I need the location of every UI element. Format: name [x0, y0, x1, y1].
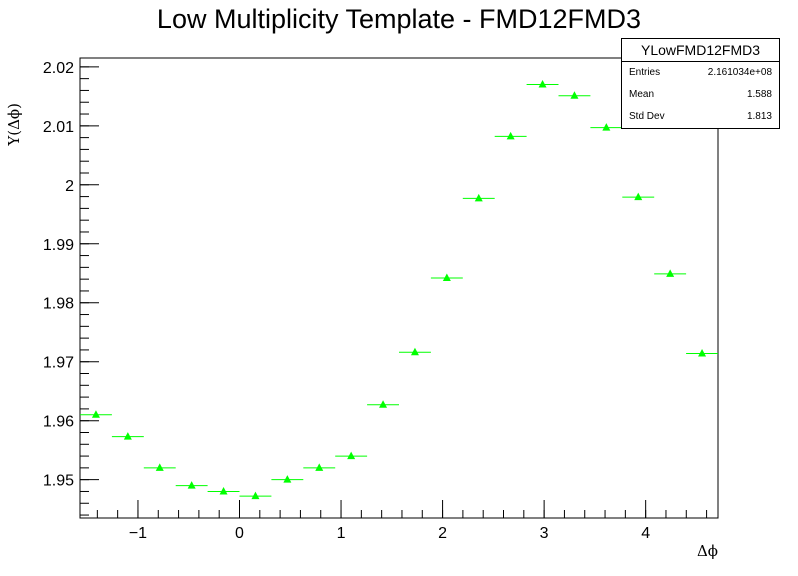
triangle-marker: [474, 193, 483, 202]
x-tick-label: 1: [337, 525, 346, 542]
triangle-marker: [251, 491, 260, 500]
triangle-marker: [506, 131, 515, 140]
stats-entries-label: Entries: [629, 67, 661, 78]
triangle-marker: [410, 347, 419, 356]
data-point: [494, 131, 527, 140]
triangle-marker: [538, 80, 547, 88]
x-tick-label: 3: [540, 525, 549, 542]
data-point: [430, 273, 463, 281]
stats-stddev-label: Std Dev: [629, 111, 665, 122]
y-tick-label: 1.99: [43, 237, 74, 254]
stats-box-title: YLowFMD12FMD3: [622, 39, 779, 62]
x-axis-label: Δϕ: [697, 542, 718, 560]
data-point: [175, 481, 208, 489]
x-tick-label: 0: [235, 525, 244, 542]
plot-frame: [79, 57, 719, 519]
y-tick-label: 1.95: [43, 473, 74, 490]
data-point: [462, 193, 495, 202]
data-point: [399, 347, 431, 356]
stats-row-entries: Entries 2.161034e+08: [622, 62, 779, 84]
triangle-marker: [570, 91, 579, 99]
stats-mean-value: 1.588: [746, 89, 772, 100]
triangle-marker: [283, 475, 292, 483]
y-tick-label: 1.97: [43, 355, 74, 372]
triangle-marker: [634, 192, 643, 201]
triangle-marker: [602, 123, 611, 131]
triangle-marker: [442, 273, 451, 281]
triangle-marker: [347, 451, 356, 460]
triangle-marker: [187, 481, 196, 489]
data-point: [686, 348, 718, 357]
data-point: [111, 432, 144, 440]
data-point: [303, 463, 336, 471]
data-point: [367, 400, 399, 408]
y-tick-label: 2.01: [43, 119, 74, 136]
triangle-marker: [315, 463, 324, 471]
y-tick-label: 1.98: [43, 296, 74, 313]
data-point: [622, 192, 655, 201]
y-axis-label: Y(Δϕ): [5, 103, 23, 147]
x-tick-label: 4: [641, 525, 650, 542]
data-point: [271, 475, 304, 483]
triangle-marker: [219, 486, 228, 495]
chart-title: Low Multiplicity Template - FMD12FMD3: [156, 4, 642, 34]
x-tick-label: 2: [438, 525, 447, 542]
data-point: [558, 91, 591, 99]
data-point: [143, 463, 176, 471]
triangle-marker: [379, 400, 388, 408]
y-tick-label: 2: [65, 178, 74, 195]
stats-mean-label: Mean: [629, 89, 655, 100]
y-tick-label: 1.96: [43, 414, 74, 431]
triangle-marker: [123, 432, 132, 440]
y-tick-label: 2.02: [43, 60, 74, 77]
stats-row-mean: Mean 1.588: [622, 84, 779, 106]
stats-box: YLowFMD12FMD3 Entries 2.161034e+08 Mean …: [621, 38, 780, 129]
data-point: [80, 410, 112, 418]
data-point: [207, 486, 240, 495]
data-point: [654, 269, 687, 277]
x-tick-label: −1: [129, 525, 147, 542]
data-point: [526, 80, 559, 88]
stats-row-stddev: Std Dev 1.813: [622, 106, 779, 128]
data-point: [335, 451, 368, 460]
stats-stddev-value: 1.813: [746, 111, 772, 122]
data-point: [239, 491, 272, 500]
triangle-marker: [155, 463, 164, 471]
stats-entries-value: 2.161034e+08: [707, 67, 772, 78]
data-point: [590, 123, 623, 131]
triangle-marker: [91, 410, 100, 418]
triangle-marker: [698, 348, 707, 357]
triangle-marker: [666, 269, 675, 277]
